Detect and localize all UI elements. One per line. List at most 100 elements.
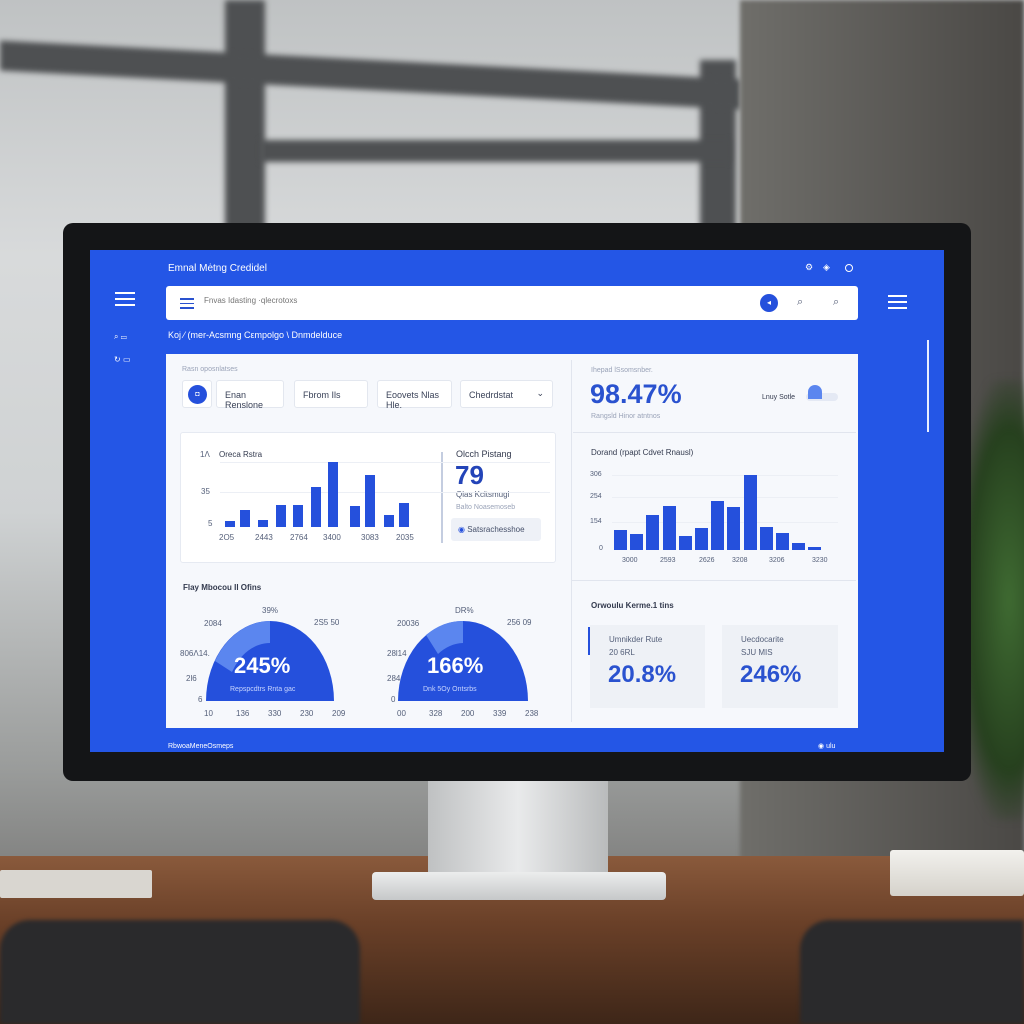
laptop: [0, 870, 152, 898]
status-left: RbwoaMeneOsmeps: [168, 743, 234, 750]
x-tick: 3083: [361, 533, 379, 542]
gauge-axis-label: 28l14: [387, 649, 407, 658]
stat-button[interactable]: ◉ Satsrachesshoe: [451, 518, 541, 541]
gauge-x-tick: 339: [493, 709, 507, 718]
gauge-x-tick: 328: [429, 709, 443, 718]
bar: [293, 505, 303, 527]
gauge-axis-label: 6: [198, 695, 203, 704]
chair: [0, 920, 360, 1024]
search-input[interactable]: [204, 296, 604, 305]
stat-label: Olcch Pistang: [456, 449, 512, 459]
x-tick: 2626: [699, 557, 715, 564]
chart-title: Oreca Rstra: [219, 450, 263, 459]
kpi-sub: Rangsld Hinor atntnos: [591, 413, 661, 420]
chart-title: Dorand (rpapt Cdvet Rnausl): [591, 448, 694, 457]
stat-sub2: Balto Noasemoseb: [456, 504, 516, 511]
y-tick: 35: [201, 487, 210, 496]
accent-bar: [588, 627, 591, 655]
x-tick: 3400: [323, 533, 341, 542]
toggle-switch[interactable]: [806, 385, 838, 401]
status-right[interactable]: ◉ ulu: [818, 743, 836, 750]
sound-icon[interactable]: ◈: [823, 262, 830, 272]
bar: [808, 547, 822, 550]
bar: [311, 487, 321, 527]
divider: [441, 452, 443, 543]
y-tick: 5: [208, 519, 213, 528]
filter-add-button[interactable]: ◘: [182, 380, 212, 408]
gauge-x-tick: 200: [461, 709, 475, 718]
sidebar-item-search[interactable]: ⌕ ▭: [114, 332, 127, 341]
bar: [225, 521, 235, 527]
gauge-axis-label: 0: [391, 695, 396, 704]
sidebar-item-refresh[interactable]: ↻ ▭: [114, 355, 131, 364]
filter-chip[interactable]: Fbrom Ils: [294, 380, 368, 408]
gauges-title: Flay Mbocou Il Ofins: [183, 583, 262, 592]
metric-card: [590, 625, 705, 708]
stat-value: 79: [455, 460, 484, 490]
sidebar-item-label: ▭: [120, 332, 127, 341]
search-icon[interactable]: ⌕: [797, 296, 804, 308]
bar: [276, 505, 286, 527]
filter-chip[interactable]: Eoovets Nlas Hle.: [377, 380, 452, 410]
gauge-1-segment: [215, 621, 270, 672]
bar: [630, 534, 644, 550]
bar: [240, 510, 250, 527]
bar: [646, 514, 660, 550]
gridline: [220, 492, 550, 493]
bar: [792, 542, 806, 550]
profile-icon[interactable]: [845, 264, 853, 272]
app-title: Emnal Mėtng Credidel: [168, 263, 267, 274]
gridline: [612, 497, 838, 498]
stat-button-label: Satsrachesshoe: [467, 525, 525, 534]
scrollbar[interactable]: [927, 340, 929, 432]
bar: [695, 527, 708, 550]
gauge-axis-label: 806Λ14.: [180, 649, 210, 658]
menu-icon[interactable]: [115, 292, 135, 310]
x-tick: 3206: [769, 557, 785, 564]
gauge-x-tick: 10: [204, 709, 213, 718]
y-tick: 1Λ: [200, 450, 210, 459]
search-alt-icon[interactable]: ⌕: [833, 296, 840, 308]
gauge-x-tick: 330: [268, 709, 282, 718]
status-right-label: ulu: [826, 743, 836, 750]
bar: [614, 529, 627, 550]
gauge-sub: Dnk 5Oy Ontsrbs: [423, 686, 477, 693]
window-bar: [260, 140, 730, 162]
gauge-axis-label: 2l6: [186, 674, 197, 683]
search-menu-icon[interactable]: [180, 298, 194, 309]
filter-dropdown[interactable]: Chedrdstat ⌄: [460, 380, 553, 408]
bar: [759, 526, 773, 550]
search-bar[interactable]: ◂ ⌕ ⌕: [166, 286, 858, 320]
metric-label: Uecdocarite: [741, 635, 784, 644]
gauge-axis-label: 284: [387, 674, 401, 683]
bar: [384, 515, 394, 527]
menu-right-icon[interactable]: [888, 295, 907, 313]
bar: [350, 506, 360, 527]
gridline: [612, 522, 838, 523]
gauge-left-label: 2084: [204, 619, 222, 628]
bar: [258, 520, 268, 527]
bar: [678, 536, 692, 550]
x-tick: 2764: [290, 533, 308, 542]
gauge-left-label: 20036: [397, 619, 420, 628]
filter-chip[interactable]: Enan Renslone: [216, 380, 284, 410]
gauge-sub: Repspcdtrs Rnta gac: [230, 686, 296, 693]
bar: [662, 505, 676, 550]
gauge-value: 166%: [427, 653, 484, 678]
filter-button[interactable]: ◂: [760, 294, 778, 312]
breadcrumb[interactable]: Koj ⁄ (mer-Acsmng Cεmpolgo \ Dnmdelduce: [168, 330, 343, 340]
x-tick: 2593: [660, 557, 676, 564]
kpi-label: Ihepad lSsomsnber.: [591, 367, 653, 374]
bar: [711, 500, 725, 550]
metric-label: Umnikder Rute: [609, 635, 663, 644]
metric-value: 246%: [740, 661, 802, 688]
sidebar-item-label: ▭: [122, 355, 131, 364]
metric-sub: SJU MIS: [741, 648, 773, 657]
x-tick: 3230: [812, 557, 828, 564]
settings-icon[interactable]: ⚙: [805, 262, 814, 272]
bar: [365, 475, 375, 527]
monitor-base: [372, 872, 666, 900]
gauge-x-tick: 238: [525, 709, 539, 718]
chair: [800, 920, 1024, 1024]
